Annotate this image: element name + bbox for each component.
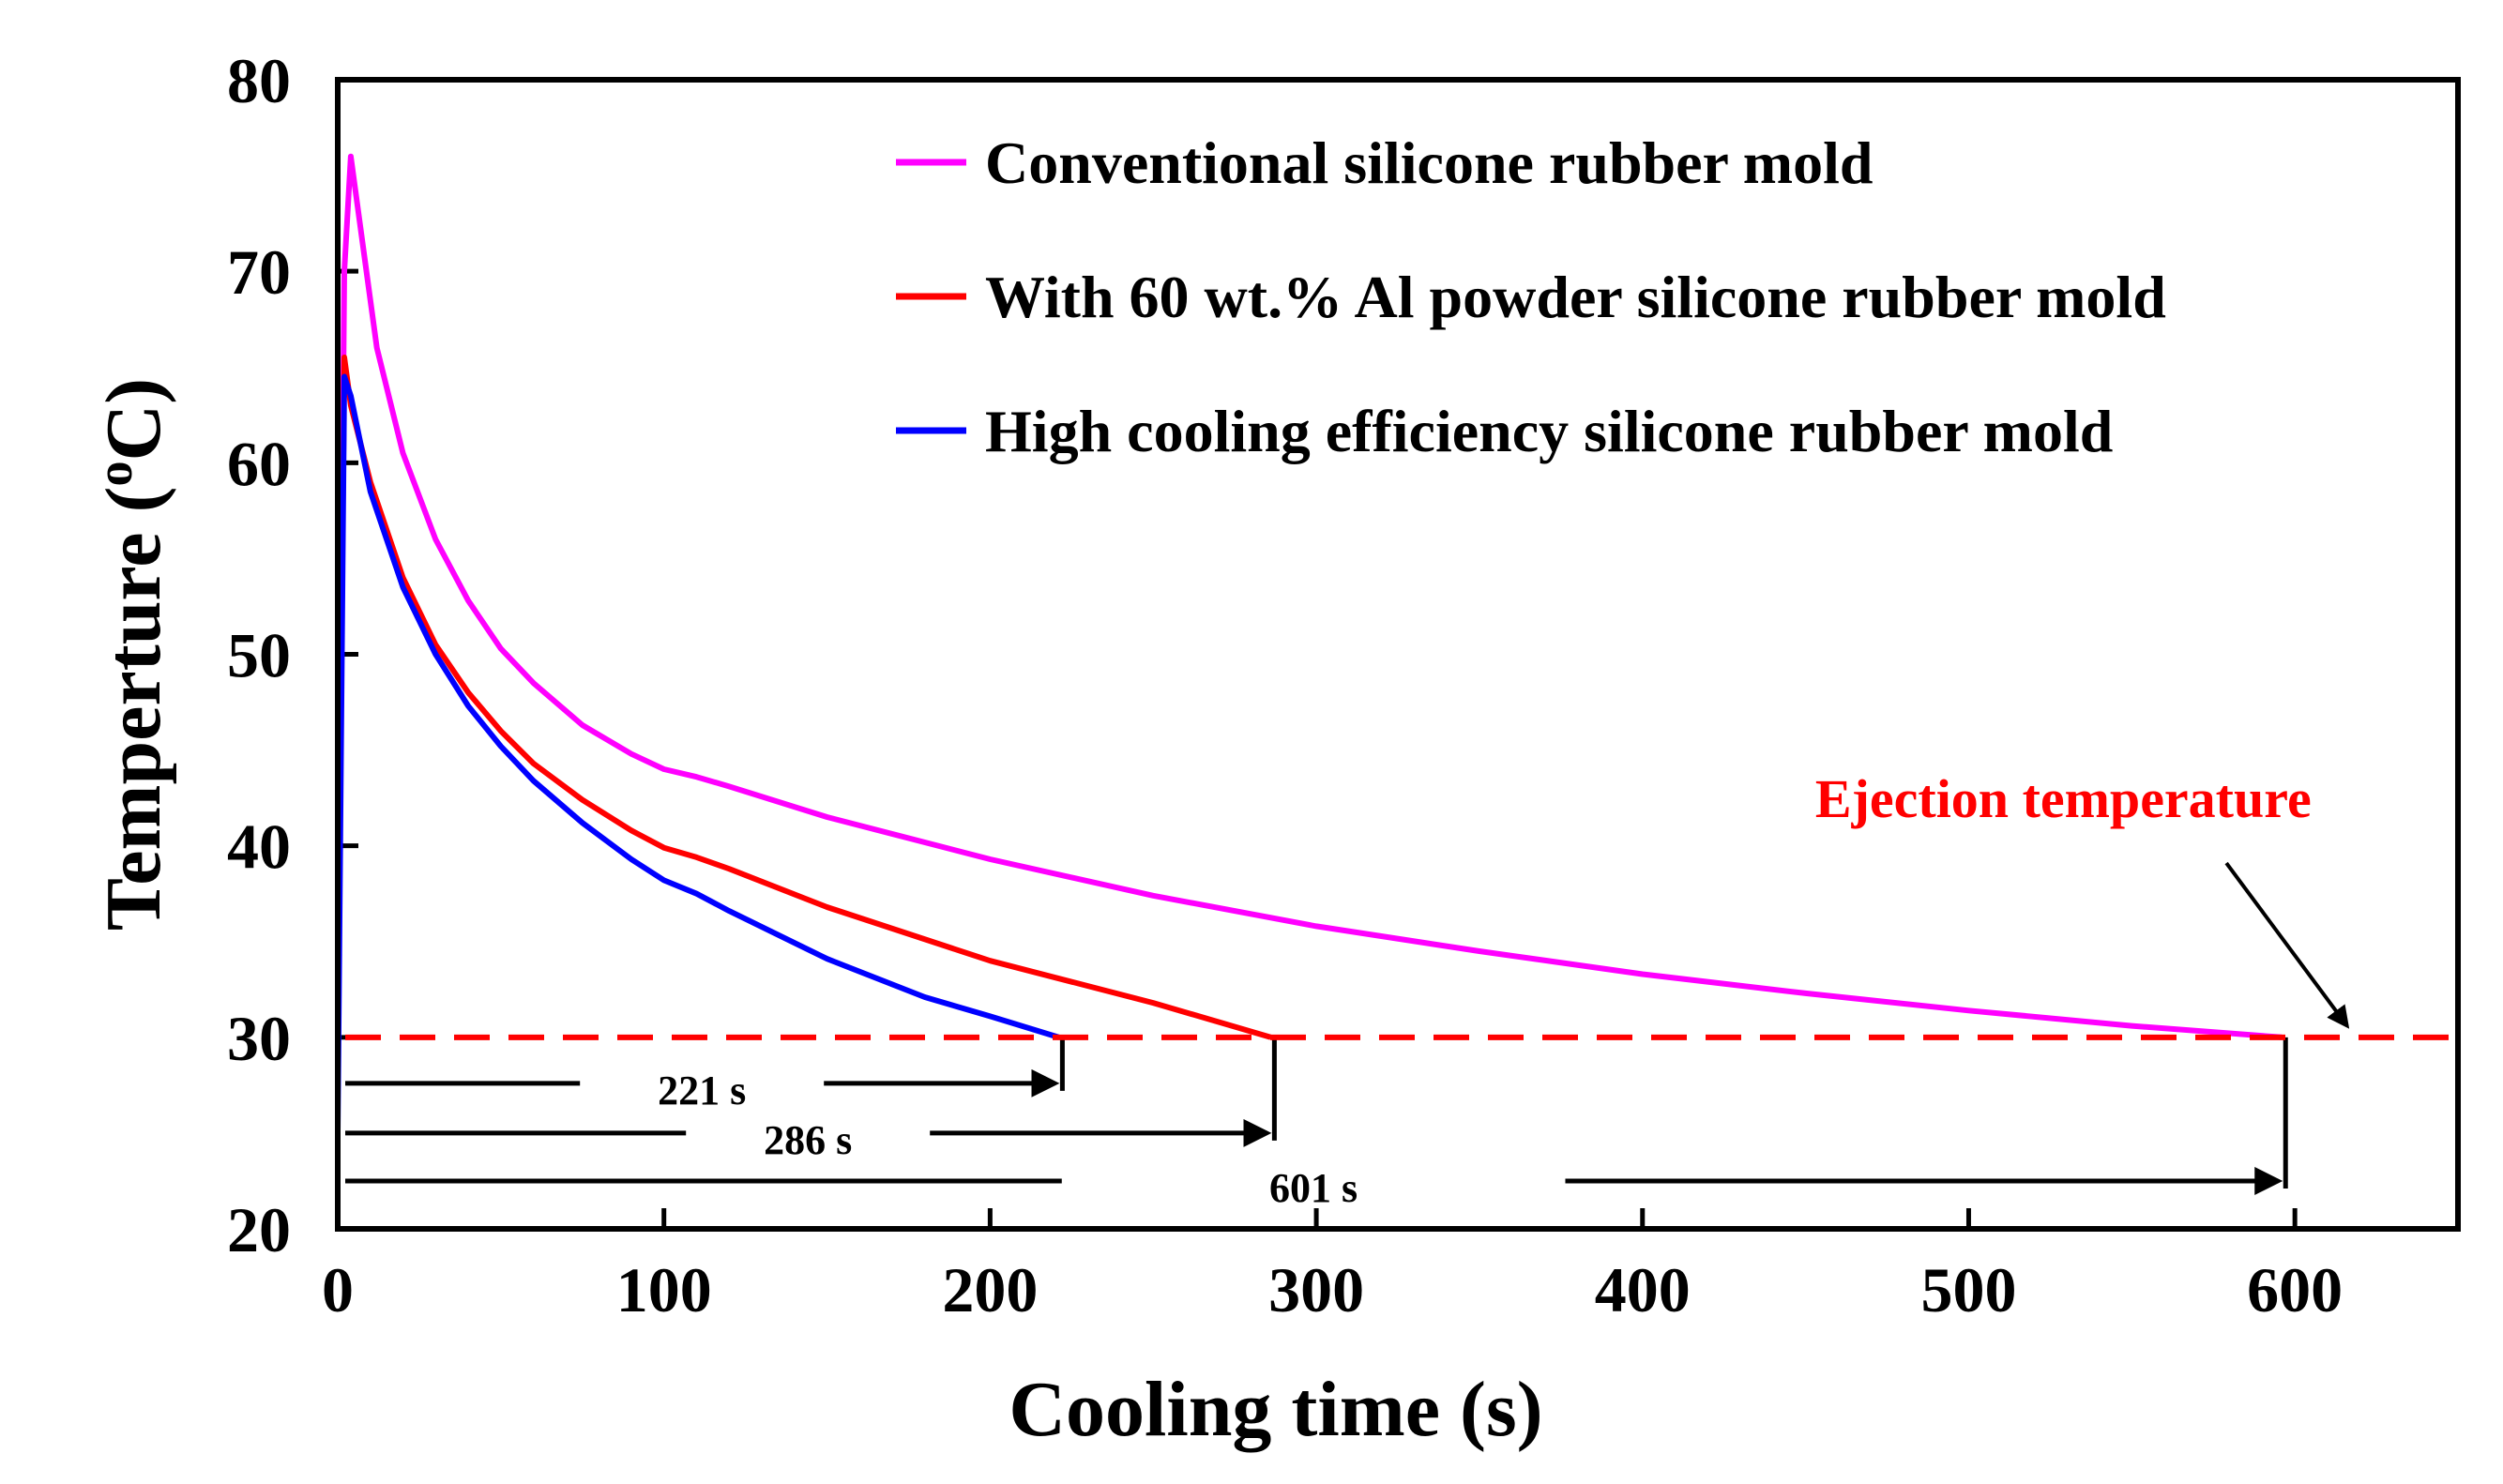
x-tick-label: 500 [1920,1254,2016,1325]
x-tick-label: 100 [616,1254,712,1325]
legend-label-0: Conventional silicone rubber mold [985,129,1873,196]
x-tick-label: 300 [1268,1254,1364,1325]
ejection-temperature-label: Ejection temperature [1815,768,2312,829]
legend-label-1: With 60 wt.% Al powder silicone rubber m… [985,264,2166,330]
series-line-2 [335,373,1060,1133]
x-tick-label: 600 [2247,1254,2343,1325]
y-tick-label: 50 [227,620,291,691]
y-axis-label-degree: o [86,462,143,487]
x-tick-label: 200 [942,1254,1038,1325]
x-tick-label: 0 [322,1254,354,1325]
series-line-0 [335,153,2283,1040]
y-axis-label-main: Temperture ( [90,487,177,931]
y-tick-label: 30 [227,1003,291,1074]
y-tick-label: 20 [227,1194,291,1265]
annotation-label: 601 s [1269,1165,1358,1211]
y-axis-label-unit: C) [90,378,177,462]
x-axis-label: Cooling time (s) [1009,1366,1542,1453]
legend-label-2: High cooling efficiency silicone rubber … [985,398,2113,464]
ejection-arrow [2224,861,2350,1029]
annotation-label: 286 s [764,1117,852,1163]
plot-frame [335,77,2461,1232]
y-tick-label: 80 [227,45,291,116]
legend: Conventional silicone rubber mold With 60… [896,129,2166,464]
annotation-label: 221 s [658,1068,746,1113]
y-axis-label: Temperture (oC) [86,378,177,931]
y-tick-label: 40 [227,811,291,883]
ticks-layer: 0 100 200 300 400 500 600 20 30 40 50 60 70 80 [227,45,2343,1325]
series-layer [335,153,2452,1133]
annotations-layer: 221 s 286 s 601 s [345,861,2350,1211]
y-tick-label: 70 [227,236,291,308]
x-tick-label: 400 [1595,1254,1691,1325]
y-tick-label: 60 [227,428,291,499]
